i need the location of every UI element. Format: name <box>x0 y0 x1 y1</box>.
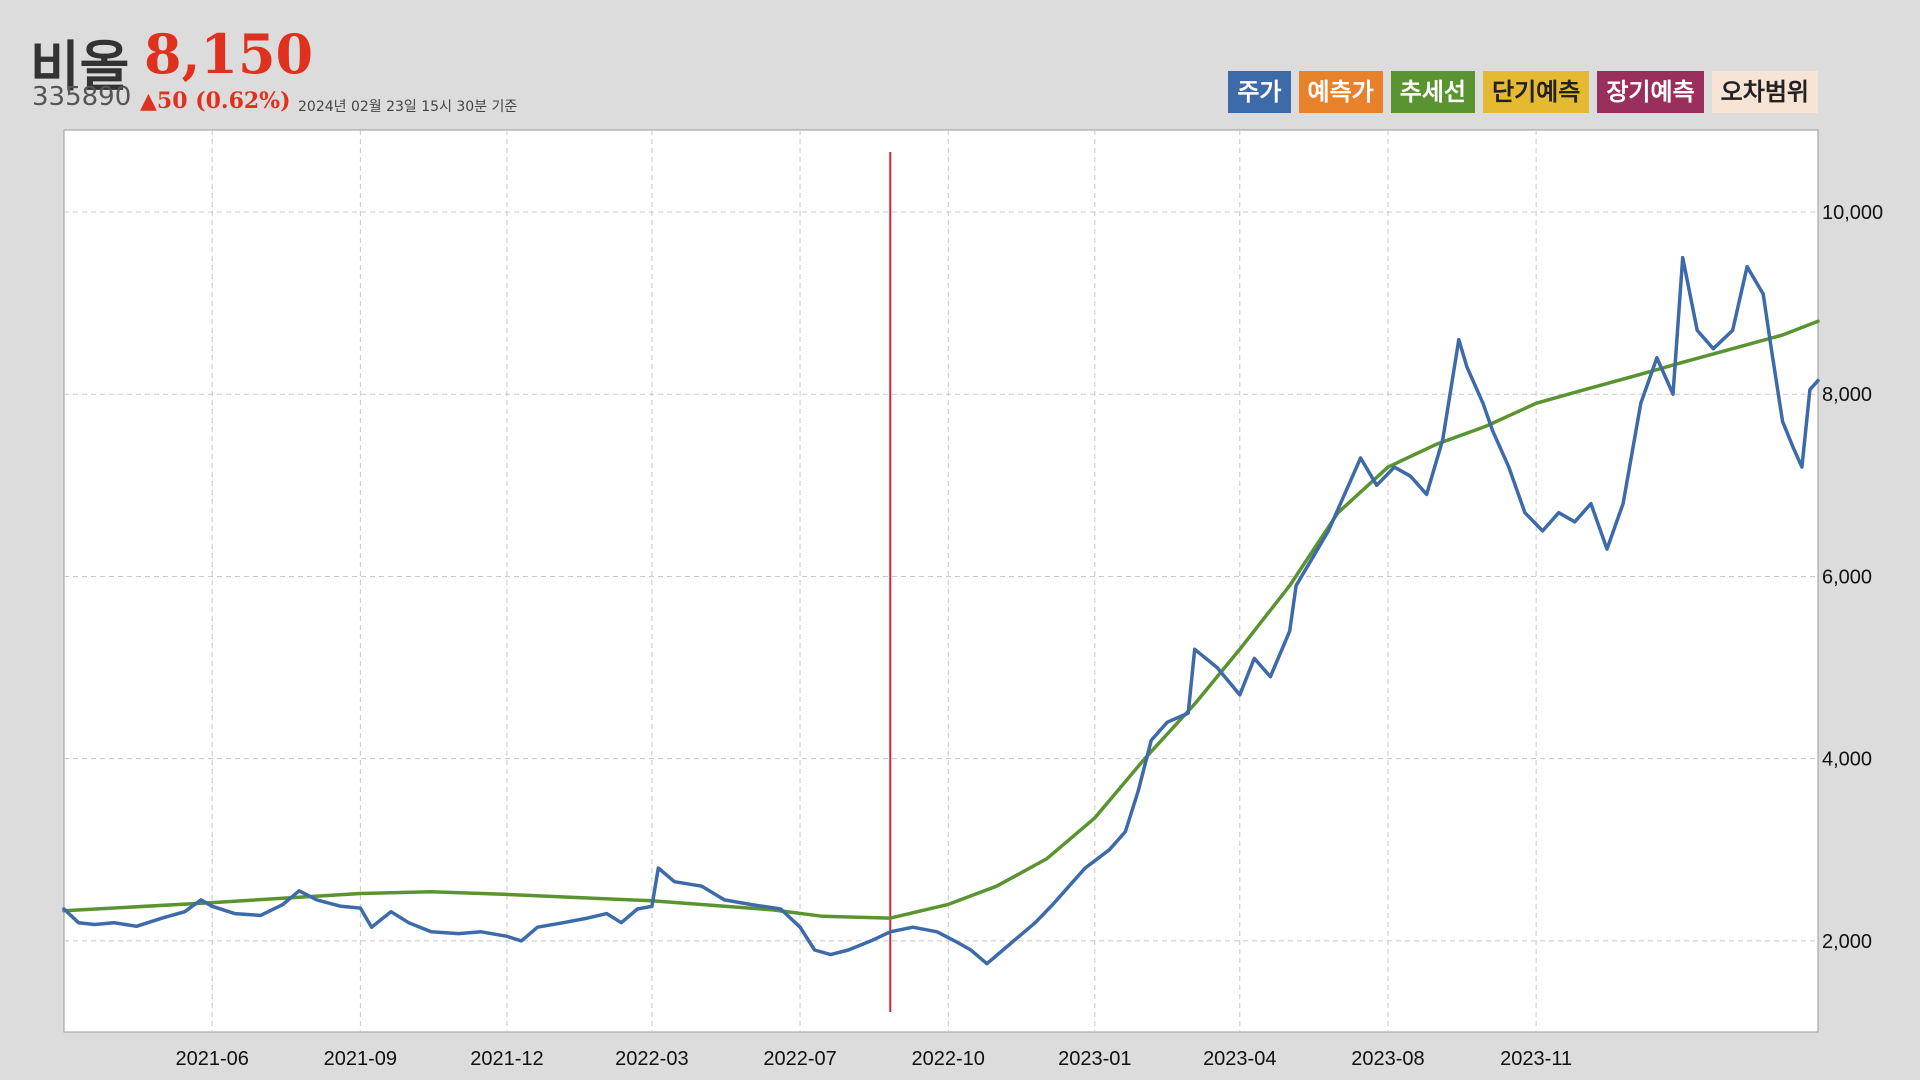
legend-long-term[interactable]: 장기예측 <box>1597 71 1704 113</box>
trend-series-line <box>62 319 1820 920</box>
stock-name: 비올 <box>30 35 130 98</box>
y-tick-label: 8,000 <box>1822 384 1872 406</box>
legend-price[interactable]: 주가 <box>1228 71 1291 113</box>
timestamp: 2024년 02월 23일 15시 30분 기준 <box>298 99 518 115</box>
x-tick-label: 2022-07 <box>763 1048 836 1070</box>
y-tick-label: 6,000 <box>1822 566 1872 588</box>
axis-labels: 2021-06 2021-09 2021-12 2022-03 2022-07 2022-… <box>175 202 1883 1070</box>
y-tick-label: 10,000 <box>1822 202 1883 224</box>
legend-error-range[interactable]: 오차범위 <box>1711 71 1818 113</box>
price-change: ▲50 (0.62%) <box>140 88 291 114</box>
stock-price: 8,150 <box>144 22 314 86</box>
x-tick-label: 2023-11 <box>1500 1048 1572 1070</box>
x-tick-label: 2021-09 <box>324 1048 397 1070</box>
series-layer <box>62 152 1820 1012</box>
x-tick-label: 2023-01 <box>1058 1048 1131 1070</box>
stock-code: 335890 <box>32 82 132 112</box>
y-tick-label: 2,000 <box>1822 931 1872 953</box>
x-tick-label: 2023-04 <box>1203 1048 1276 1070</box>
legend-short-term[interactable]: 단기예측 <box>1483 71 1590 113</box>
plot-area <box>63 129 1819 1033</box>
x-tick-label: 2022-03 <box>615 1048 688 1070</box>
legend-trend[interactable]: 추세선 <box>1390 71 1476 113</box>
y-tick-label: 4,000 <box>1822 749 1872 771</box>
x-tick-label: 2021-06 <box>175 1048 248 1070</box>
x-tick-label: 2022-10 <box>912 1048 985 1070</box>
price-series-line <box>62 255 1820 966</box>
chart-legend: 주가 예측가 추세선 단기예측 장기예측 오차범위 <box>1228 71 1818 113</box>
grid <box>64 130 1818 1032</box>
legend-forecast[interactable]: 예측가 <box>1298 71 1383 113</box>
x-tick-label: 2021-12 <box>470 1048 543 1070</box>
x-tick-label: 2023-08 <box>1351 1048 1424 1070</box>
